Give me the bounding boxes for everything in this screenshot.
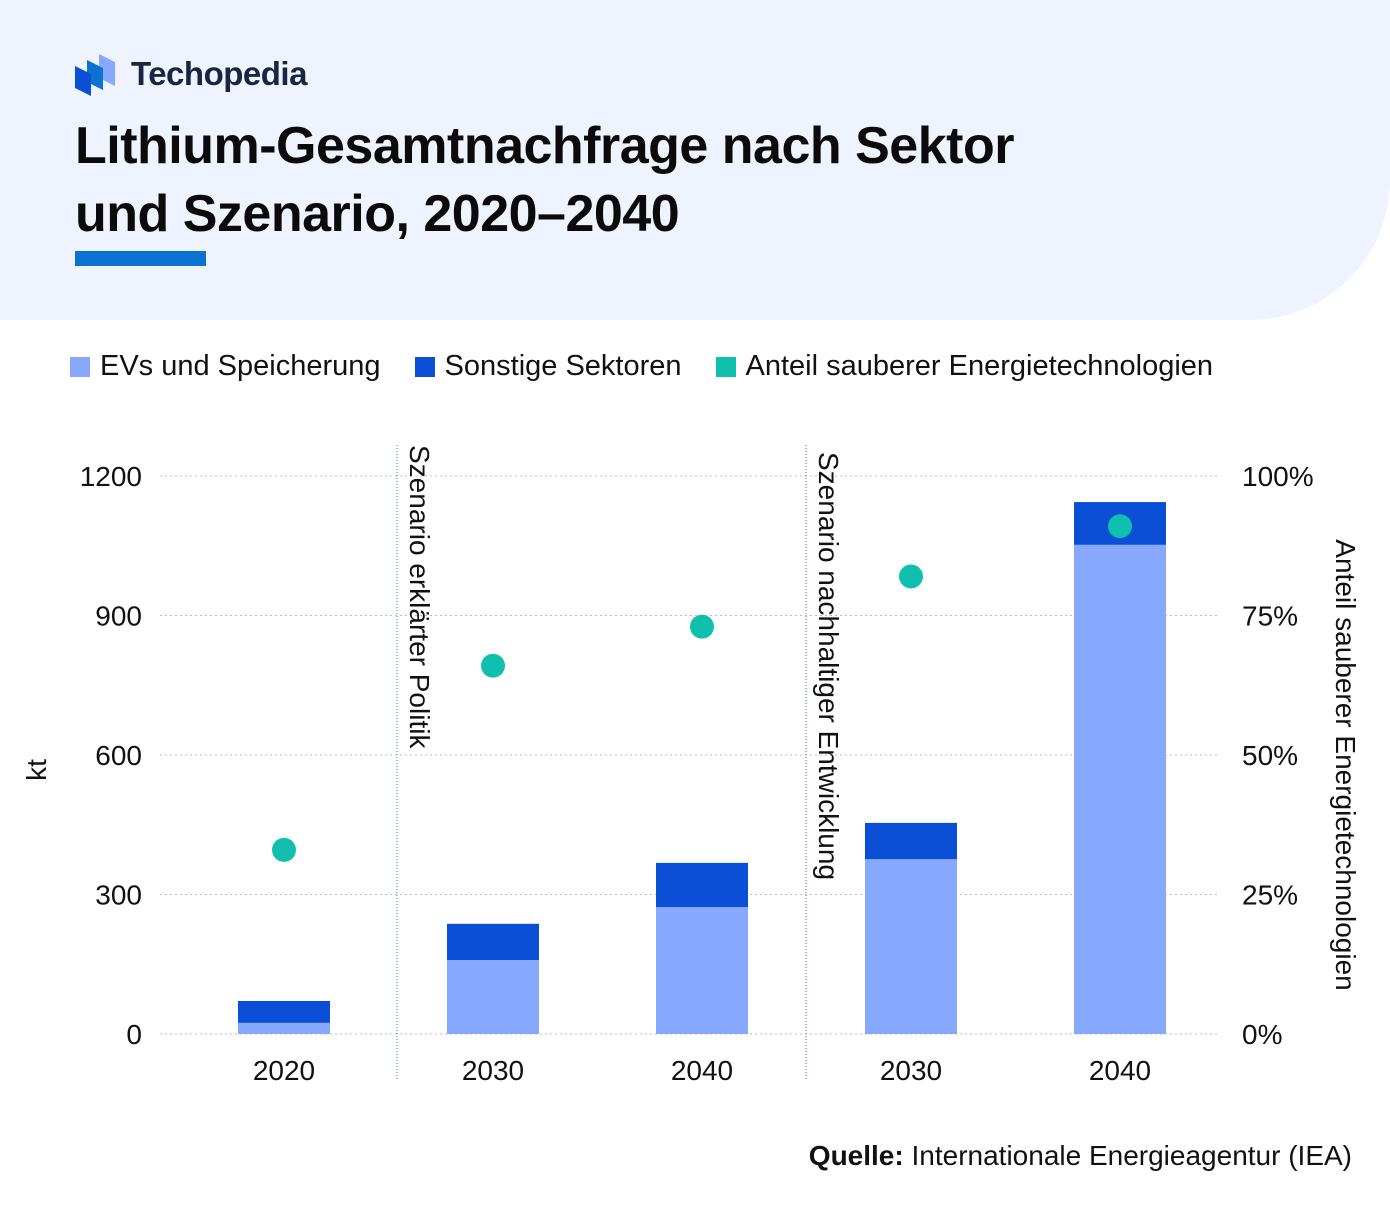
title-underline: [75, 251, 206, 266]
bar-ev-3: [865, 859, 957, 1034]
legend: EVs und Speicherung Sonstige Sektoren An…: [70, 350, 1213, 383]
share-point-1: [481, 653, 505, 678]
y-tick-label: 600: [95, 740, 142, 771]
share-point-0: [272, 837, 296, 862]
bar-other-0: [238, 1000, 330, 1023]
y-tick-label: 300: [95, 880, 142, 911]
bar-other-1: [447, 923, 539, 961]
y-tick-label: 1200: [80, 461, 142, 492]
y-tick-label: 900: [95, 601, 142, 632]
title-line-2: und Szenario, 2020–2040: [75, 185, 680, 243]
legend-label-other: Sonstige Sektoren: [444, 350, 682, 382]
share-point-3: [899, 564, 923, 589]
legend-swatch-other: [414, 356, 435, 377]
source-text: Internationale Energieagentur (IEA): [911, 1140, 1353, 1171]
x-tick-label: 2030: [462, 1055, 524, 1086]
bar-ev-2: [656, 907, 748, 1034]
header-banner: Techopedia Lithium-Gesamtnachfrage nach …: [0, 0, 1390, 320]
bar-other-3: [865, 822, 957, 860]
page-title: Lithium-Gesamtnachfrage nach Sektor und …: [75, 112, 1014, 248]
y-right-tick-label: 0%: [1242, 1019, 1282, 1050]
y-right-tick-label: 75%: [1242, 601, 1298, 632]
legend-label-ev: EVs und Speicherung: [100, 350, 381, 382]
x-tick-label: 2020: [253, 1055, 315, 1086]
legend-item-other: Sonstige Sektoren: [414, 350, 682, 383]
share-point-2: [690, 614, 714, 639]
brand-name: Techopedia: [131, 55, 307, 92]
brand-logo: Techopedia: [75, 52, 307, 96]
x-tick-label: 2030: [880, 1055, 942, 1086]
share-point-4: [1108, 514, 1132, 539]
legend-swatch-share: [715, 356, 736, 377]
legend-swatch-ev: [70, 356, 90, 377]
legend-item-share: Anteil sauberer Energietechnologien: [715, 350, 1214, 383]
source-label: Quelle:: [808, 1140, 904, 1171]
techopedia-logo-icon: [75, 54, 115, 96]
y-axis-label: kt: [21, 759, 52, 781]
y-tick-label: 0: [126, 1019, 142, 1050]
bar-other-2: [656, 862, 748, 908]
legend-item-ev: EVs und Speicherung: [70, 350, 381, 383]
bar-ev-0: [238, 1022, 330, 1034]
scenario-label-stated-policies: Szenario erklärter Politik: [404, 445, 435, 749]
source-note: Quelle: Internationale Energieagentur (I…: [809, 1140, 1352, 1172]
title-line-1: Lithium-Gesamtnachfrage nach Sektor: [75, 117, 1014, 175]
y-right-tick-label: 25%: [1242, 880, 1298, 911]
bar-ev-1: [447, 960, 539, 1034]
legend-label-share: Anteil sauberer Energietechnologien: [745, 350, 1214, 382]
y-right-tick-label: 50%: [1242, 740, 1298, 771]
y-right-tick-label: 100%: [1242, 461, 1314, 492]
bar-ev-4: [1074, 544, 1166, 1034]
scenario-label-sustainable-development: Szenario nachhaltiger Entwicklung: [813, 452, 844, 880]
x-tick-label: 2040: [1089, 1055, 1151, 1086]
x-tick-label: 2040: [671, 1055, 733, 1086]
y-axis-right-label: Anteil sauberer Energietechnologien: [1330, 539, 1361, 990]
